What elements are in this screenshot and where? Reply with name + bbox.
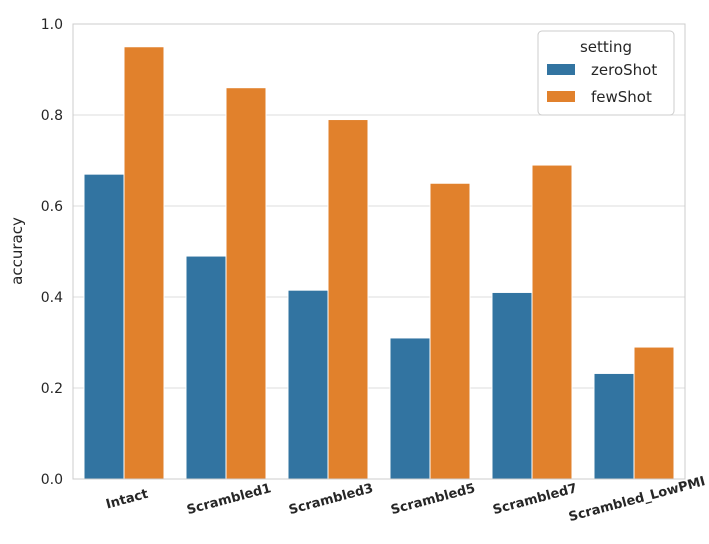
bars: [83, 46, 675, 480]
y-axis-label: accuracy: [8, 217, 26, 285]
bar-zeroshot-scrambled7: [491, 291, 533, 480]
bar-fewshot-scrambled7: [531, 164, 573, 480]
x-tick-labels: Intact Scrambled1 Scrambled3 Scrambled5 Scra…: [104, 474, 707, 525]
x-tick-label: Intact: [104, 487, 149, 513]
x-tick-label: Scrambled_LowPMI: [567, 474, 707, 525]
y-tick-labels: 0.0 0.2 0.4 0.6 0.8 1.0: [41, 17, 63, 488]
legend-swatch-zeroshot: [547, 64, 575, 75]
y-tick-label: 0.8: [41, 108, 63, 124]
bar-fewshot-scrambled5: [429, 182, 471, 480]
legend-title: setting: [580, 38, 632, 56]
x-tick-label: Scrambled7: [491, 481, 579, 518]
bar-zeroshot-scrambled_lowpmi: [593, 372, 635, 480]
bar-zeroshot-scrambled5: [389, 337, 431, 480]
legend-swatch-fewshot: [547, 91, 575, 102]
bar-zeroshot-intact: [83, 173, 125, 480]
legend: setting zeroShot fewShot: [537, 30, 675, 116]
legend-label-zeroshot: zeroShot: [591, 61, 657, 79]
x-tick-label: Scrambled3: [287, 481, 375, 518]
x-tick-label: Scrambled1: [185, 481, 273, 518]
y-tick-label: 0.6: [41, 199, 63, 215]
bar-fewshot-scrambled3: [327, 119, 369, 480]
y-tick-label: 1.0: [41, 17, 63, 33]
bar-fewshot-scrambled1: [225, 87, 267, 480]
bar-zeroshot-scrambled1: [185, 255, 227, 480]
bar-fewshot-scrambled_lowpmi: [633, 346, 675, 480]
y-tick-label: 0.0: [41, 472, 63, 488]
bar-fewshot-intact: [123, 46, 165, 480]
legend-label-fewshot: fewShot: [591, 88, 652, 106]
plot-frame: [72, 23, 686, 480]
x-tick-label: Scrambled5: [389, 481, 477, 518]
y-tick-label: 0.2: [41, 381, 63, 397]
bar-zeroshot-scrambled3: [287, 289, 329, 480]
y-tick-label: 0.4: [41, 290, 63, 306]
